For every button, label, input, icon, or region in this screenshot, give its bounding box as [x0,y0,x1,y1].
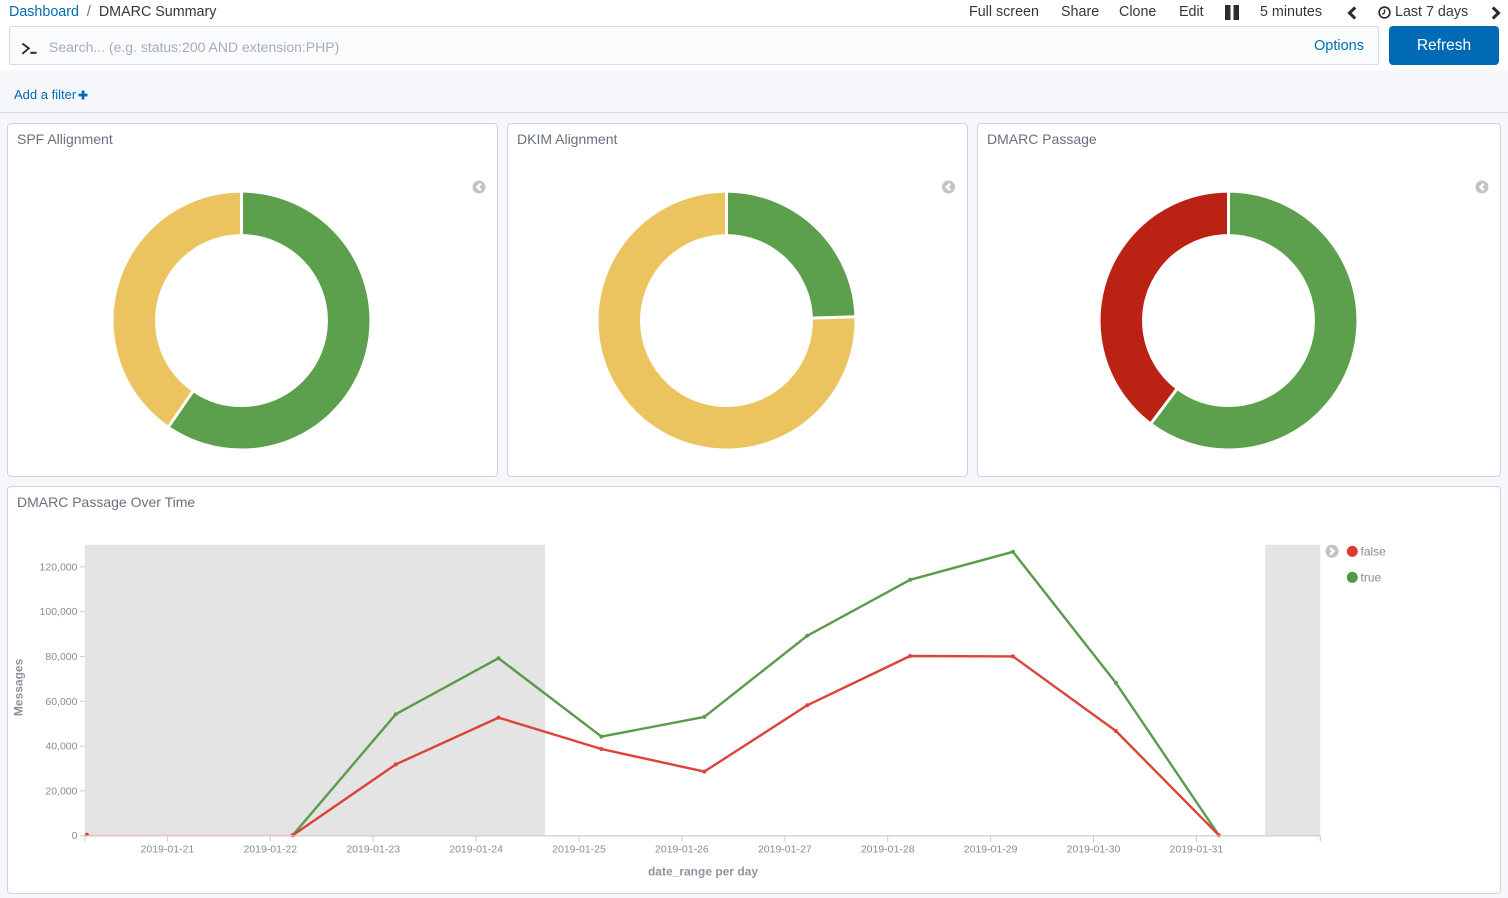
svg-text:120,000: 120,000 [40,561,78,573]
svg-text:2019-01-23: 2019-01-23 [346,844,400,856]
svg-text:true: true [1361,570,1382,584]
svg-text:2019-01-30: 2019-01-30 [1067,844,1121,856]
svg-text:2019-01-26: 2019-01-26 [655,844,709,856]
svg-text:40,000: 40,000 [45,741,77,753]
svg-text:20,000: 20,000 [45,785,77,797]
svg-text:2019-01-29: 2019-01-29 [964,844,1018,856]
svg-text:2019-01-21: 2019-01-21 [141,844,195,856]
svg-text:2019-01-24: 2019-01-24 [449,844,503,856]
svg-text:2019-01-31: 2019-01-31 [1170,844,1224,856]
svg-text:2019-01-27: 2019-01-27 [758,844,812,856]
svg-text:Messages: Messages [12,658,26,716]
svg-text:80,000: 80,000 [45,651,77,663]
svg-text:false: false [1361,544,1387,558]
svg-text:2019-01-28: 2019-01-28 [861,844,915,856]
svg-text:2019-01-22: 2019-01-22 [243,844,297,856]
svg-text:100,000: 100,000 [40,606,78,618]
svg-text:0: 0 [72,830,78,842]
svg-text:2019-01-25: 2019-01-25 [552,844,606,856]
svg-text:date_range per day: date_range per day [648,865,758,879]
svg-text:60,000: 60,000 [45,696,77,708]
